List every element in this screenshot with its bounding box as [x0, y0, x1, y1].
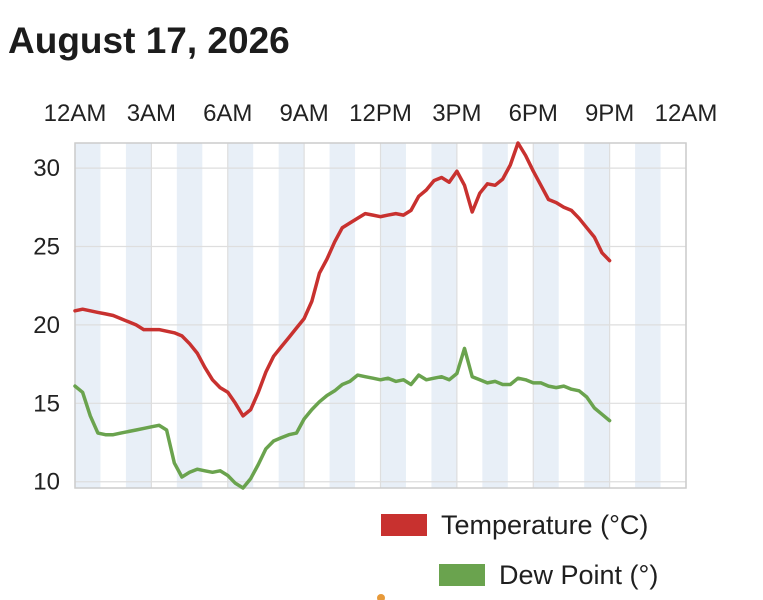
y-tick-label: 15 [33, 390, 60, 417]
x-tick-label: 9PM [585, 100, 634, 127]
dew-point-series-line [73, 346, 612, 490]
x-tick-label: 6AM [203, 100, 252, 127]
background-band [329, 143, 356, 488]
x-tick-label: 3AM [127, 100, 176, 127]
next-chart-marker [377, 594, 385, 600]
y-tick-label: 20 [33, 312, 60, 339]
background-band [635, 143, 661, 488]
y-tick-label: 30 [33, 155, 60, 182]
background-band [380, 143, 406, 488]
background-band [584, 143, 610, 488]
temperature-series-line [73, 141, 612, 418]
legend-item-dew-point[interactable]: Dew Point (°) [439, 555, 658, 595]
legend-item-temperature[interactable]: Temperature (°C) [381, 505, 648, 545]
y-tick-label: 10 [33, 469, 60, 496]
x-tick-label: 6PM [509, 100, 558, 127]
x-tick-label: 12PM [349, 100, 412, 127]
x-tick-label: 3PM [432, 100, 481, 127]
plot-border [74, 142, 687, 489]
background-band [176, 143, 203, 488]
legend-swatch-temperature [381, 514, 427, 536]
x-tick-label: 9AM [279, 100, 328, 127]
background-band [75, 143, 101, 488]
x-tick-label: 12AM [44, 100, 107, 127]
background-band [482, 143, 508, 488]
legend-label-temperature: Temperature (°C) [441, 509, 649, 540]
y-tick-label: 25 [33, 234, 60, 261]
page-title: August 17, 2026 [8, 20, 290, 61]
legend-swatch-dew-point [439, 564, 485, 586]
background-band [125, 143, 152, 488]
x-tick-label: 12AM [655, 100, 718, 127]
background-band [227, 143, 254, 488]
legend-label-dew-point: Dew Point (°) [499, 559, 659, 590]
background-band [431, 143, 457, 488]
